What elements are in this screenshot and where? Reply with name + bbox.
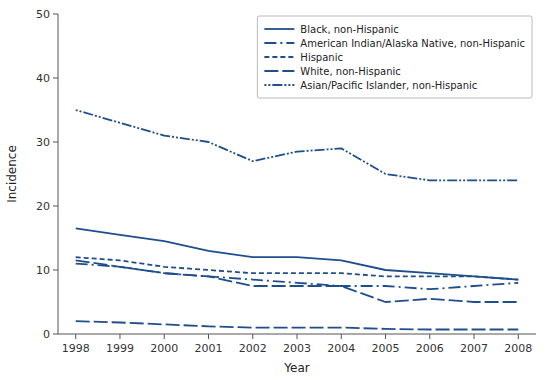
y-tick-label: 20 <box>36 200 50 213</box>
legend: Black, non-Hispanic American Indian/Alask… <box>257 16 532 98</box>
y-axis-label: Incidence <box>5 145 19 203</box>
legend-label: Asian/Pacific Islander, non-Hispanic <box>300 80 477 91</box>
legend-label: White, non-Hispanic <box>300 66 400 77</box>
x-tick <box>474 334 475 339</box>
x-tick-label: 2008 <box>504 342 532 355</box>
y-tick-label: 40 <box>36 72 50 85</box>
x-tick-label: 2002 <box>239 342 267 355</box>
series-line <box>76 321 519 329</box>
x-tick-label: 1999 <box>106 342 134 355</box>
x-tick <box>518 334 519 339</box>
y-tick <box>53 270 58 271</box>
legend-swatch <box>264 84 294 86</box>
x-axis-label: Year <box>283 361 309 375</box>
x-tick-label: 2007 <box>460 342 488 355</box>
legend-swatch <box>264 70 294 72</box>
y-axis-line <box>58 14 59 334</box>
legend-swatch <box>264 56 294 58</box>
legend-label: American Indian/Alaska Native, non-Hispa… <box>300 38 525 49</box>
y-tick-label: 30 <box>36 136 50 149</box>
x-tick <box>429 334 430 339</box>
lines <box>76 110 519 330</box>
x-tick <box>252 334 253 339</box>
y-tick <box>53 14 58 15</box>
y-tick-label: 10 <box>36 264 50 277</box>
legend-box <box>257 16 532 98</box>
x-tick-label: 1998 <box>62 342 90 355</box>
series-line <box>76 257 519 279</box>
legend-label: Hispanic <box>300 52 343 63</box>
x-tick <box>341 334 342 339</box>
y-tick-label: 50 <box>36 8 50 21</box>
legend-swatch <box>264 42 294 44</box>
series-line <box>76 110 519 180</box>
series-line <box>76 260 519 302</box>
x-tick <box>385 334 386 339</box>
x-tick <box>164 334 165 339</box>
x-tick-label: 2006 <box>416 342 444 355</box>
x-tick-label: 2004 <box>327 342 355 355</box>
y-tick <box>53 206 58 207</box>
series-line <box>76 228 519 279</box>
chart: 1998 1999 2000 2001 2002 2003 2004 2005 2006 2007… <box>0 0 552 380</box>
x-tick-label: 2001 <box>194 342 222 355</box>
legend-swatch <box>264 28 294 30</box>
x-tick <box>119 334 120 339</box>
y-tick <box>53 334 58 335</box>
x-tick-label: 2005 <box>372 342 400 355</box>
x-tick-label: 2003 <box>283 342 311 355</box>
legend-label: Black, non-Hispanic <box>300 24 398 35</box>
y-tick <box>53 142 58 143</box>
x-tick <box>297 334 298 339</box>
x-tick <box>75 334 76 339</box>
x-tick-label: 2000 <box>150 342 178 355</box>
y-tick <box>53 78 58 79</box>
y-tick-label: 0 <box>43 328 50 341</box>
x-tick <box>208 334 209 339</box>
